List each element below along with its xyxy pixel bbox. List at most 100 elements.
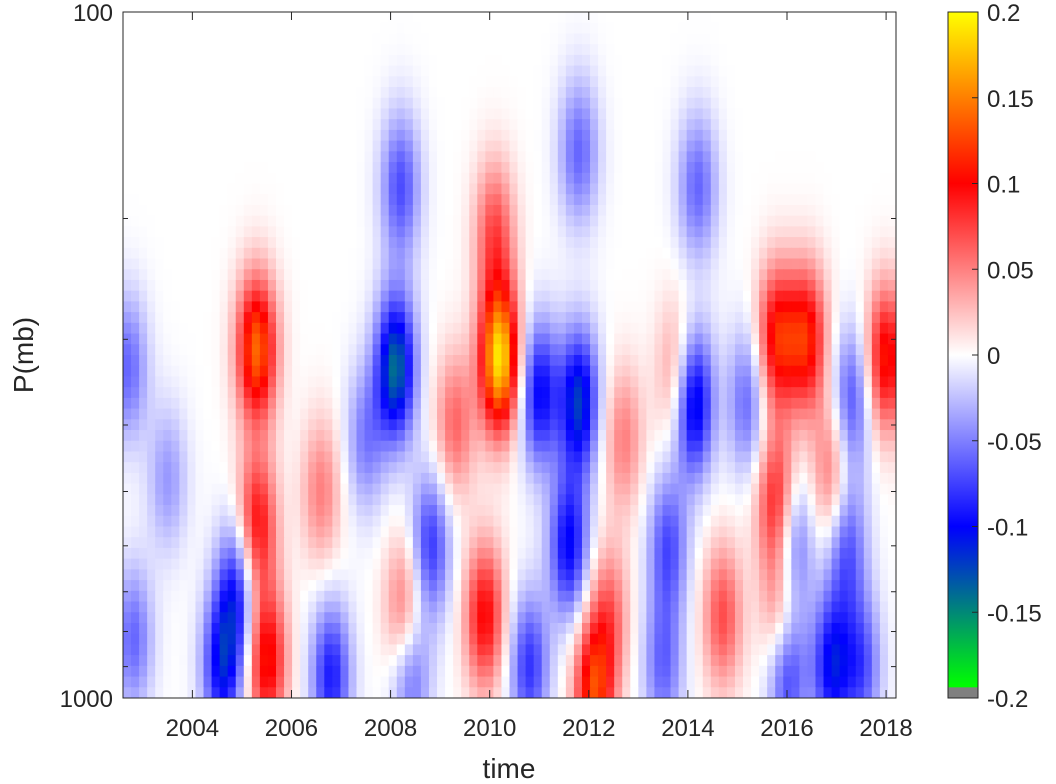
heatmap-cell bbox=[517, 430, 527, 442]
heatmap-cell bbox=[743, 515, 752, 528]
heatmap-cell bbox=[316, 215, 325, 227]
heatmap-cell bbox=[123, 44, 132, 56]
heatmap-cell bbox=[267, 65, 277, 77]
heatmap-cell bbox=[340, 54, 350, 67]
heatmap-cell bbox=[364, 215, 374, 227]
heatmap-cell bbox=[147, 108, 156, 120]
heatmap-cell bbox=[171, 515, 180, 528]
heatmap-cell bbox=[453, 76, 462, 88]
heatmap-cell bbox=[598, 54, 607, 67]
heatmap-cell bbox=[606, 269, 615, 281]
heatmap-cell bbox=[163, 97, 172, 110]
heatmap-cell bbox=[461, 247, 470, 260]
heatmap-cell bbox=[259, 12, 269, 24]
heatmap-cell bbox=[292, 312, 301, 324]
heatmap-cell bbox=[646, 376, 656, 388]
heatmap-cell bbox=[453, 430, 462, 442]
heatmap-cell bbox=[139, 301, 148, 313]
heatmap-cell bbox=[445, 451, 454, 463]
heatmap-cell bbox=[396, 194, 406, 206]
heatmap-cell bbox=[807, 65, 817, 77]
heatmap-cell bbox=[461, 419, 470, 431]
heatmap-cell bbox=[807, 183, 817, 195]
heatmap-cell bbox=[710, 65, 720, 77]
heatmap-cell bbox=[525, 194, 535, 206]
heatmap-cell bbox=[445, 162, 454, 174]
heatmap-cell bbox=[710, 322, 720, 335]
heatmap-cell bbox=[388, 547, 398, 560]
heatmap-cell bbox=[155, 322, 164, 335]
heatmap-cell bbox=[412, 129, 422, 142]
heatmap-cell bbox=[855, 408, 865, 420]
heatmap-cell bbox=[751, 322, 760, 335]
heatmap-cell bbox=[590, 355, 599, 367]
heatmap-cell bbox=[437, 483, 446, 495]
heatmap-cell bbox=[316, 430, 325, 442]
heatmap-cell bbox=[477, 22, 486, 35]
heatmap-cell bbox=[139, 290, 148, 303]
heatmap-cell bbox=[622, 472, 631, 485]
heatmap-cell bbox=[453, 472, 462, 485]
heatmap-cell bbox=[734, 269, 744, 281]
heatmap-cell bbox=[437, 526, 446, 538]
heatmap-cell bbox=[557, 215, 567, 227]
heatmap-cell bbox=[396, 269, 406, 281]
heatmap-cell bbox=[726, 237, 736, 249]
heatmap-cell bbox=[815, 119, 825, 131]
heatmap-cell bbox=[332, 355, 341, 367]
heatmap-cell bbox=[477, 237, 486, 249]
heatmap-cell bbox=[799, 237, 809, 249]
heatmap-cell bbox=[292, 226, 301, 238]
heatmap-cell bbox=[243, 451, 253, 463]
heatmap-cell bbox=[871, 408, 881, 420]
heatmap-cell bbox=[863, 33, 873, 45]
heatmap-cell bbox=[469, 183, 478, 195]
heatmap-cell bbox=[461, 547, 470, 560]
heatmap-cell bbox=[694, 387, 704, 399]
heatmap-cell bbox=[404, 505, 414, 517]
heatmap-cell bbox=[364, 162, 374, 174]
heatmap-cell bbox=[292, 194, 301, 206]
heatmap-cell bbox=[292, 151, 301, 163]
heatmap-cell bbox=[123, 65, 132, 77]
heatmap-cell bbox=[751, 183, 760, 195]
heatmap-cell bbox=[235, 44, 245, 56]
heatmap-cell bbox=[372, 430, 382, 442]
heatmap-cell bbox=[348, 397, 358, 410]
heatmap-cell bbox=[324, 312, 333, 324]
heatmap-cell bbox=[509, 226, 519, 238]
heatmap-cell bbox=[662, 215, 672, 227]
heatmap-cell bbox=[131, 76, 140, 88]
heatmap-cell bbox=[211, 33, 221, 45]
heatmap-cell bbox=[187, 301, 197, 313]
heatmap-cell bbox=[517, 44, 527, 56]
heatmap-cell bbox=[694, 226, 704, 238]
heatmap-cell bbox=[775, 515, 784, 528]
heatmap-cell bbox=[380, 462, 390, 474]
heatmap-cell bbox=[751, 33, 760, 45]
heatmap-cell bbox=[694, 312, 704, 324]
heatmap-cell bbox=[670, 54, 680, 67]
heatmap-cell bbox=[267, 301, 277, 313]
heatmap-cell bbox=[332, 322, 341, 335]
heatmap-cell bbox=[686, 451, 696, 463]
heatmap-cell bbox=[509, 151, 519, 163]
heatmap-cell bbox=[316, 237, 325, 249]
heatmap-cell bbox=[461, 162, 470, 174]
heatmap-cell bbox=[879, 183, 889, 195]
heatmap-cell bbox=[396, 430, 406, 442]
heatmap-cell bbox=[694, 140, 704, 152]
heatmap-cell bbox=[187, 408, 197, 420]
heatmap-cell bbox=[815, 451, 825, 463]
heatmap-cell bbox=[453, 87, 462, 99]
heatmap-cell bbox=[267, 462, 277, 474]
heatmap-cell bbox=[839, 119, 849, 131]
heatmap-cell bbox=[831, 215, 841, 227]
heatmap-cell bbox=[251, 301, 261, 313]
heatmap-cell bbox=[815, 333, 825, 345]
heatmap-cell bbox=[235, 355, 245, 367]
heatmap-cell bbox=[581, 333, 591, 345]
heatmap-cell bbox=[839, 322, 849, 335]
heatmap-cell bbox=[485, 526, 494, 538]
heatmap-cell bbox=[372, 129, 382, 142]
